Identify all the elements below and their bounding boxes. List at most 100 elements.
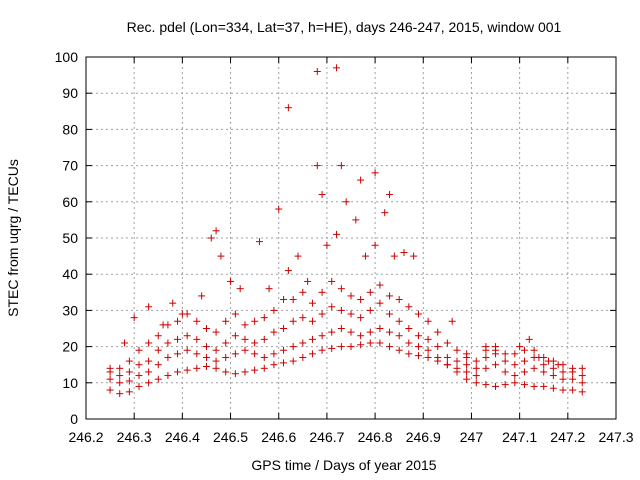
data-point (472, 372, 480, 380)
data-point (443, 353, 451, 361)
data-point (135, 372, 143, 380)
data-point (231, 350, 239, 358)
data-point (569, 364, 577, 372)
data-point (482, 353, 490, 361)
data-point (145, 339, 153, 347)
data-point (501, 381, 509, 389)
data-point (448, 317, 456, 325)
data-point (116, 372, 124, 380)
x-tick-label: 246.4 (165, 429, 200, 445)
data-point (193, 317, 201, 325)
x-tick-labels: 246.2 246.3 246.4 246.5 246.6 246.7 246.8 246.9… (68, 429, 633, 445)
y-tick-label: 0 (70, 411, 78, 427)
data-point (178, 310, 186, 318)
data-point (222, 339, 230, 347)
data-point (525, 335, 533, 343)
data-point (255, 238, 263, 246)
data-point (366, 288, 374, 296)
data-point (164, 372, 172, 380)
data-point (207, 234, 215, 242)
data-point (289, 317, 297, 325)
data-point (308, 335, 316, 343)
data-point (318, 346, 326, 354)
data-point (198, 292, 206, 300)
data-point (260, 314, 268, 322)
data-point (381, 209, 389, 217)
data-point (251, 339, 259, 347)
data-point (424, 353, 432, 361)
data-point (125, 388, 133, 396)
data-point (578, 388, 586, 396)
data-point (414, 332, 422, 340)
data-point (106, 386, 114, 394)
data-point (540, 382, 548, 390)
data-point (299, 339, 307, 347)
data-point (299, 353, 307, 361)
data-point (501, 368, 509, 376)
data-point (376, 325, 384, 332)
data-point (260, 364, 268, 372)
data-point (284, 104, 292, 112)
data-point (193, 335, 201, 343)
data-point (549, 384, 557, 392)
data-point (530, 346, 538, 354)
data-point (202, 353, 210, 361)
x-tick-label: 246.5 (213, 429, 248, 445)
data-point (511, 361, 519, 369)
data-point (193, 350, 201, 358)
data-point (405, 303, 413, 311)
data-point (511, 350, 519, 358)
data-point (357, 314, 365, 322)
data-point (154, 375, 162, 383)
data-point (578, 364, 586, 372)
y-tick-label: 20 (62, 339, 78, 355)
data-point (357, 176, 365, 184)
data-point (453, 357, 461, 365)
data-point (520, 357, 528, 365)
data-point (241, 346, 249, 354)
data-point (337, 285, 345, 293)
data-point (366, 328, 374, 336)
x-tick-label: 246.8 (358, 429, 393, 445)
data-point (424, 335, 432, 343)
data-point (313, 162, 321, 170)
data-point (135, 382, 143, 390)
data-point (337, 343, 345, 351)
data-point (227, 277, 235, 285)
data-point (145, 379, 153, 387)
data-point (328, 303, 336, 311)
data-point (241, 368, 249, 376)
data-point (289, 296, 297, 304)
data-point (352, 216, 360, 224)
data-point (241, 335, 249, 343)
data-point (212, 328, 220, 336)
data-point (222, 368, 230, 376)
data-point (492, 361, 500, 369)
data-point (280, 325, 288, 332)
data-point (414, 352, 422, 360)
data-point (366, 306, 374, 314)
data-point (174, 368, 182, 376)
data-point (492, 346, 500, 354)
data-point (280, 296, 288, 304)
data-point (414, 310, 422, 318)
data-point (376, 339, 384, 347)
data-point (106, 364, 114, 372)
data-point (482, 364, 490, 372)
data-point (125, 377, 133, 385)
data-point (559, 368, 567, 376)
data-point (386, 310, 394, 318)
data-point (318, 288, 326, 296)
data-point (299, 288, 307, 296)
data-point (222, 317, 230, 325)
data-point (308, 317, 316, 325)
data-point (386, 343, 394, 351)
data-point (154, 332, 162, 340)
data-point (482, 381, 490, 389)
data-point (116, 390, 124, 398)
y-tick-label: 60 (62, 194, 78, 210)
data-point (424, 317, 432, 325)
data-point (472, 357, 480, 365)
data-point (328, 277, 336, 285)
